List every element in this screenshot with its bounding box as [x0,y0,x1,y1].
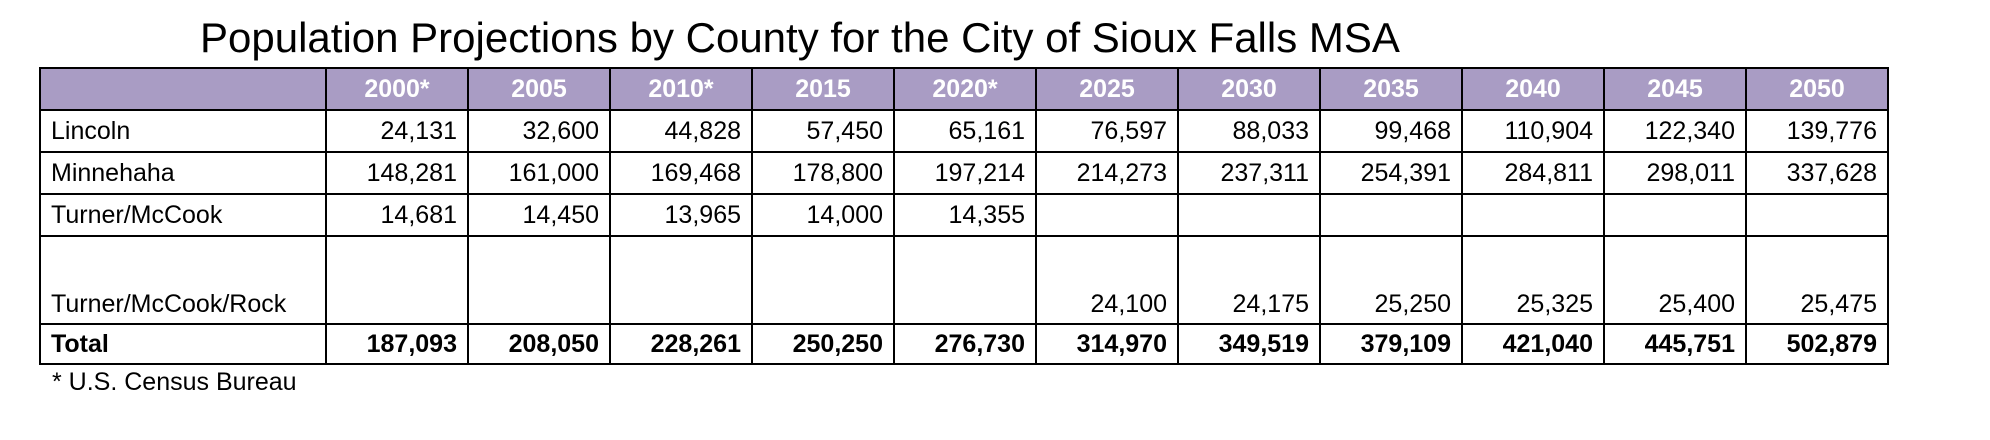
table-cell [1745,193,1889,237]
population-table: 2000* 2005 2010* 2015 2020* 2025 2030 20… [39,67,1889,365]
table-cell: 214,273 [1035,151,1179,195]
table-cell: 284,811 [1461,151,1605,195]
table-cell: 148,281 [325,151,469,195]
table-row-turner-mccook-rock: Turner/McCook/Rock 24,100 24,175 25,250 … [39,235,1889,325]
table-cell [1461,193,1605,237]
table-cell: 169,468 [609,151,753,195]
table-cell: 197,214 [893,151,1037,195]
table-cell [1603,193,1747,237]
table-cell: 14,355 [893,193,1037,237]
table-cell: 379,109 [1319,323,1463,365]
table-cell [893,235,1037,325]
table-cell: 421,040 [1461,323,1605,365]
header-cell-year: 2050 [1745,67,1889,111]
table-cell: 24,131 [325,109,469,153]
table-cell: 24,175 [1177,235,1321,325]
table-cell: 14,450 [467,193,611,237]
table-cell: 276,730 [893,323,1037,365]
table-cell: 254,391 [1319,151,1463,195]
table-cell: 337,628 [1745,151,1889,195]
table-cell: 25,400 [1603,235,1747,325]
table-row-total: Total 187,093 208,050 228,261 250,250 27… [39,323,1889,365]
table-cell: 25,475 [1745,235,1889,325]
table-cell: 99,468 [1319,109,1463,153]
header-cell-year: 2040 [1461,67,1605,111]
header-cell-year: 2020* [893,67,1037,111]
table-cell [1177,193,1321,237]
table-cell: 187,093 [325,323,469,365]
table-cell: 24,100 [1035,235,1179,325]
row-label: Lincoln [39,109,327,153]
table-cell: 237,311 [1177,151,1321,195]
table-row-turner-mccook: Turner/McCook 14,681 14,450 13,965 14,00… [39,193,1889,237]
table-cell [609,235,753,325]
table-cell: 228,261 [609,323,753,365]
table-cell: 122,340 [1603,109,1747,153]
table-row-lincoln: Lincoln 24,131 32,600 44,828 57,450 65,1… [39,109,1889,153]
footnote: * U.S. Census Bureau [52,368,297,396]
header-cell-year: 2010* [609,67,753,111]
table-cell: 13,965 [609,193,753,237]
table-cell: 161,000 [467,151,611,195]
table-cell: 178,800 [751,151,895,195]
header-cell-year: 2025 [1035,67,1179,111]
table-cell [1035,193,1179,237]
table-cell [751,235,895,325]
table-cell: 110,904 [1461,109,1605,153]
table-cell [325,235,469,325]
table-cell: 502,879 [1745,323,1889,365]
table-cell: 250,250 [751,323,895,365]
table-cell: 298,011 [1603,151,1747,195]
header-cell-blank [39,67,327,111]
table-cell [467,235,611,325]
table-cell: 208,050 [467,323,611,365]
table-cell: 44,828 [609,109,753,153]
header-cell-year: 2035 [1319,67,1463,111]
row-label: Turner/McCook [39,193,327,237]
table-cell [1319,193,1463,237]
table-cell: 14,681 [325,193,469,237]
row-label: Minnehaha [39,151,327,195]
table-cell: 65,161 [893,109,1037,153]
header-cell-year: 2030 [1177,67,1321,111]
table-row-minnehaha: Minnehaha 148,281 161,000 169,468 178,80… [39,151,1889,195]
page-title: Population Projections by County for the… [200,14,1400,61]
header-cell-year: 2045 [1603,67,1747,111]
table-cell: 88,033 [1177,109,1321,153]
row-label: Total [39,323,327,365]
header-cell-year: 2015 [751,67,895,111]
table-cell: 25,250 [1319,235,1463,325]
table-cell: 445,751 [1603,323,1747,365]
table-cell: 139,776 [1745,109,1889,153]
header-cell-year: 2000* [325,67,469,111]
header-cell-year: 2005 [467,67,611,111]
table-cell: 349,519 [1177,323,1321,365]
header-row: 2000* 2005 2010* 2015 2020* 2025 2030 20… [39,67,1889,111]
table-cell: 32,600 [467,109,611,153]
table-cell: 57,450 [751,109,895,153]
table-cell: 314,970 [1035,323,1179,365]
table-cell: 25,325 [1461,235,1605,325]
row-label: Turner/McCook/Rock [39,235,327,325]
table-cell: 76,597 [1035,109,1179,153]
table-cell: 14,000 [751,193,895,237]
